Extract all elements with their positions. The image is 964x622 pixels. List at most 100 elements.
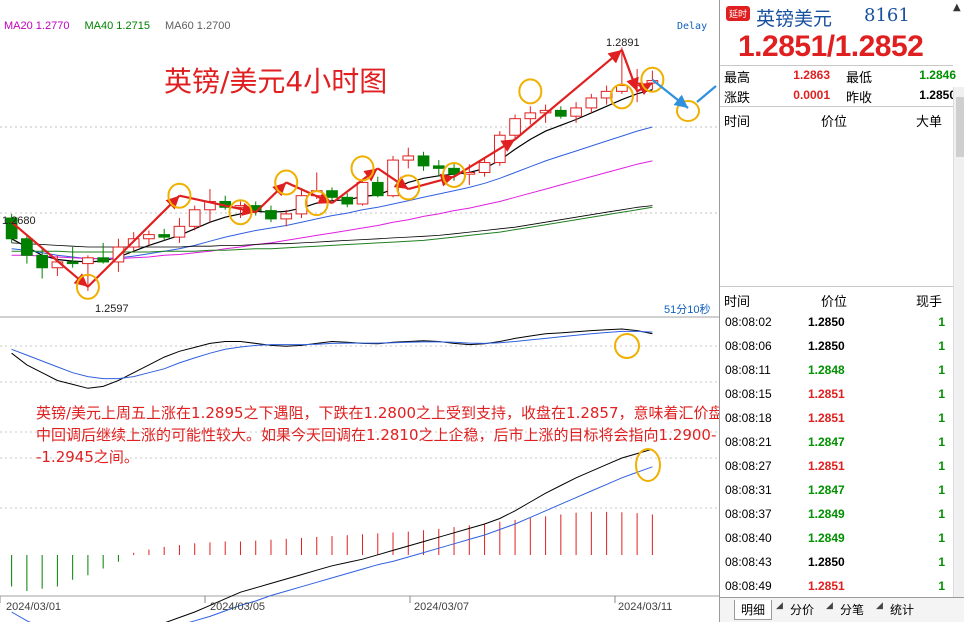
scrollbar[interactable] xyxy=(953,87,964,597)
tick-time: 08:08:49 xyxy=(725,579,772,593)
delay-badge: 延时 xyxy=(726,6,751,21)
osc2-line xyxy=(165,448,653,622)
tick-price: 1.2850 xyxy=(808,555,845,569)
high-price-label: 1.2891 xyxy=(606,37,640,49)
candle-body xyxy=(341,196,354,205)
highlight-circle xyxy=(442,161,467,188)
bar-countdown: 51分10秒 xyxy=(664,304,711,316)
stat-prev-close-value: 1.2850 xyxy=(919,88,956,102)
candle-body xyxy=(371,181,384,197)
candle-body xyxy=(188,209,201,227)
tick-time: 08:08:11 xyxy=(725,363,771,377)
tick-price: 1.2851 xyxy=(808,411,845,425)
candle-body xyxy=(554,109,567,117)
tick-volume: 1 xyxy=(938,507,945,521)
highlight-circle xyxy=(228,199,253,226)
tick-price: 1.2849 xyxy=(808,507,845,521)
tick-row: 08:08:43 1.2850 1 xyxy=(720,550,953,574)
symbol-name: 英镑美元 xyxy=(756,8,833,30)
date-label: 2024/03/01 xyxy=(6,601,62,613)
divider xyxy=(720,65,953,66)
candle-body xyxy=(173,225,186,238)
tab-detail[interactable]: 明细 xyxy=(734,600,773,620)
chevron-up-icon[interactable]: ▲ xyxy=(953,2,961,13)
candle-body xyxy=(21,238,33,256)
candle-body xyxy=(478,162,491,173)
stat-label: 最高 xyxy=(724,71,751,86)
stat-label: 涨跌 xyxy=(724,91,751,106)
tick-time: 08:08:31 xyxy=(725,483,772,497)
candlestick-chart xyxy=(0,0,719,622)
tick-row: 08:08:40 1.2849 1 xyxy=(720,526,953,550)
candle-body xyxy=(97,257,110,263)
tick-price: 1.2850 xyxy=(808,315,845,329)
tick-price: 1.2851 xyxy=(808,579,845,593)
tick-row: 08:08:18 1.2851 1 xyxy=(720,406,953,430)
tick-volume: 1 xyxy=(938,483,945,497)
projection-arrow xyxy=(696,85,717,103)
trend-arrow xyxy=(514,49,623,141)
divider xyxy=(720,286,953,287)
tick-row: 08:08:06 1.2850 1 xyxy=(720,334,953,358)
tick-volume: 1 xyxy=(938,555,945,569)
candle-body xyxy=(585,97,598,109)
candle-body xyxy=(402,155,415,161)
tab-statistics[interactable]: 统计 xyxy=(890,603,915,617)
symbol-code: 8161 xyxy=(864,5,910,26)
candle-body xyxy=(5,217,18,240)
tick-row: 08:08:15 1.2851 1 xyxy=(720,382,953,406)
candle-body xyxy=(82,257,94,265)
candle-body xyxy=(417,155,430,167)
tick-row: 08:08:37 1.2849 1 xyxy=(720,502,953,526)
tick-price: 1.2847 xyxy=(808,435,845,449)
chart-background xyxy=(0,0,719,622)
panel-tabs: 明细 ◢ 分价 ◢ 分笔 ◢ 统计 xyxy=(720,597,964,622)
tab-price-distribution[interactable]: 分价 xyxy=(790,603,815,617)
bid-ask-price: 1.2851/1.2852 xyxy=(738,30,924,63)
trend-arrow xyxy=(285,181,333,205)
tick-price: 1.2851 xyxy=(808,459,845,473)
date-label: 2024/03/05 xyxy=(210,601,266,613)
tick-time: 08:08:06 xyxy=(725,339,772,353)
tab-trade-ticks[interactable]: 分笔 xyxy=(840,603,865,617)
highlight-circle xyxy=(304,190,329,217)
candle-body xyxy=(280,213,293,220)
tick-time: 08:08:27 xyxy=(725,459,772,473)
trend-arrow xyxy=(407,173,455,191)
column-header-bigorder: 大单 xyxy=(916,115,943,130)
tick-price: 1.2848 xyxy=(808,363,845,377)
candle-body xyxy=(356,181,369,205)
tick-row: 08:08:02 1.2850 1 xyxy=(720,310,953,334)
stat-label: 昨收 xyxy=(846,91,873,106)
stat-label: 最低 xyxy=(846,71,873,86)
highlight-circle xyxy=(396,174,421,201)
tick-volume: 1 xyxy=(938,315,945,329)
tab-arrow-icon: ◢ xyxy=(776,601,783,611)
scroll-thumb[interactable] xyxy=(956,97,964,157)
tick-price: 1.2850 xyxy=(808,339,845,353)
trend-arrow xyxy=(254,181,288,214)
date-label: 2024/03/07 xyxy=(414,601,470,613)
highlight-circle xyxy=(676,100,700,122)
candle-body xyxy=(570,107,582,117)
column-header-time: 时间 xyxy=(724,295,751,310)
tick-price: 1.2851 xyxy=(808,387,845,401)
trend-arrow xyxy=(331,167,379,205)
tick-price: 1.2847 xyxy=(808,483,845,497)
tick-volume: 1 xyxy=(938,387,945,401)
chart-title: 英镑/美元4小时图 xyxy=(164,65,388,98)
tab-arrow-icon: ◢ xyxy=(876,601,883,611)
tick-time: 08:08:37 xyxy=(725,507,772,521)
delay-tag: Delay xyxy=(677,21,708,32)
candle-body xyxy=(158,234,171,238)
osc1-line xyxy=(11,330,653,380)
candle-body xyxy=(66,261,79,265)
tick-time: 08:08:15 xyxy=(725,387,772,401)
ma60-label: MA60 1.2700 xyxy=(165,20,231,32)
highlight-circle xyxy=(350,155,375,182)
column-header-price: 价位 xyxy=(821,115,848,130)
quote-header[interactable]: 延时 英镑美元 8161 ▲ xyxy=(720,0,964,30)
tick-volume: 1 xyxy=(938,531,945,545)
highlight-circle xyxy=(609,83,634,110)
tick-row: 08:08:49 1.2851 1 xyxy=(720,574,953,598)
